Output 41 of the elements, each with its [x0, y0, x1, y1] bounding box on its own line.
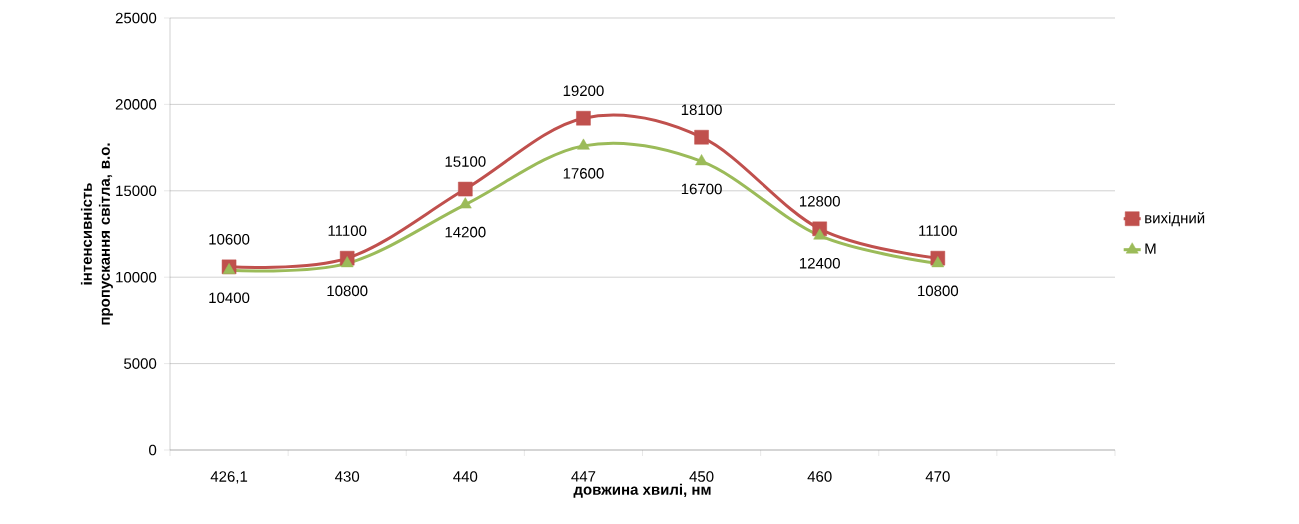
x-tick-label: 430 [335, 471, 360, 482]
point [695, 154, 708, 166]
data-label: 14200 [445, 226, 486, 238]
point [459, 197, 472, 209]
point [576, 110, 591, 126]
x-tick-label: 447 [571, 471, 596, 482]
x-tick-label: 440 [453, 471, 478, 482]
data-label: 16700 [681, 183, 722, 195]
y-axis-title: інтенсивність пропускання світла, в.о. [80, 143, 113, 325]
y-tick-label: 0 [149, 444, 157, 456]
legend-label: вихідний [1145, 212, 1205, 227]
point [222, 263, 236, 275]
x-tick-label: 470 [925, 471, 950, 482]
data-label: 15100 [445, 156, 486, 167]
data-label: 10400 [209, 292, 250, 304]
data-label: 12400 [799, 257, 840, 269]
data-label: 12800 [799, 196, 840, 207]
y-tick-label: 15000 [116, 185, 157, 197]
data-label: 10800 [918, 285, 959, 297]
data-label: 10600 [209, 234, 250, 245]
x-axis-title: довжина хвилі, нм [573, 483, 711, 498]
data-label: 19200 [563, 85, 604, 97]
x-tick-label: 426,1 [210, 471, 248, 484]
data-label: 11100 [328, 225, 367, 236]
y-tick-label: 20000 [115, 99, 157, 110]
y-tick-label: 25000 [115, 12, 157, 24]
point [340, 256, 354, 268]
x-tick-label: 450 [689, 471, 714, 482]
data-label: 11100 [919, 225, 957, 236]
data-label: 10800 [327, 285, 368, 297]
point [931, 256, 945, 268]
data-label: 18100 [681, 104, 722, 116]
point [694, 129, 709, 145]
point [577, 138, 590, 150]
x-tick-label: 460 [807, 471, 832, 482]
point [813, 228, 826, 240]
point [458, 181, 473, 197]
data-label: 17600 [563, 168, 604, 179]
y-tick-label: 10000 [116, 271, 157, 283]
y-tick-label: 5000 [124, 358, 157, 369]
legend-label: М [1145, 243, 1156, 254]
